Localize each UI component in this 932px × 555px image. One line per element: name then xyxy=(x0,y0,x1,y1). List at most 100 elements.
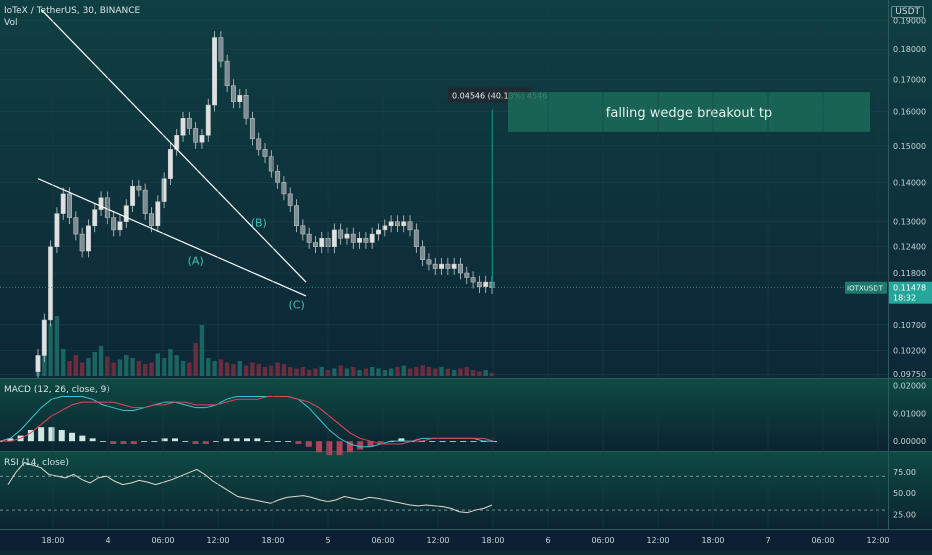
candle-body xyxy=(413,229,419,247)
candle-body xyxy=(357,238,363,243)
candle-body xyxy=(98,197,104,210)
candle-body xyxy=(344,233,350,239)
volume-bar xyxy=(193,343,198,376)
macd-histogram-bar xyxy=(202,441,209,444)
candle-body xyxy=(432,263,438,269)
candle-body xyxy=(136,185,142,191)
time-tick-label: 7 xyxy=(765,536,770,545)
volume-bar xyxy=(382,370,388,376)
macd-histogram-bar xyxy=(244,438,250,442)
volume-bar xyxy=(161,358,167,376)
macd-histogram-bar xyxy=(171,438,178,442)
volume-bar xyxy=(407,368,413,376)
time-tick-label: 18:00 xyxy=(701,536,724,545)
macd-histogram-bar xyxy=(48,427,55,442)
current-price-value: 0.11478 xyxy=(893,284,926,293)
volume-bar xyxy=(433,368,438,376)
volume-bar xyxy=(79,362,85,376)
candle-body xyxy=(85,225,91,252)
time-tick-label: 12:00 xyxy=(646,536,669,545)
candle-body xyxy=(161,178,167,202)
candle-body xyxy=(451,263,457,269)
macd-histogram-bar xyxy=(439,441,446,442)
candle-body xyxy=(111,217,117,231)
currency-badge[interactable]: USDT xyxy=(891,6,924,18)
candle-body xyxy=(382,225,388,231)
volume-bar xyxy=(313,368,318,376)
volume-bar xyxy=(130,358,135,376)
candle-body xyxy=(281,182,287,195)
candle-body xyxy=(394,221,400,227)
macd-histogram-bar xyxy=(233,438,240,442)
macd-histogram-bar xyxy=(285,441,292,442)
candle-body xyxy=(123,205,129,222)
volume-bar xyxy=(212,361,217,376)
macd-histogram-bar xyxy=(213,441,220,442)
volume-bar xyxy=(61,349,66,376)
macd-background xyxy=(0,379,932,451)
price-tick-label: 0.13000 xyxy=(893,218,926,227)
candle-body xyxy=(117,221,123,231)
volume-bar xyxy=(224,362,230,376)
volume-bar xyxy=(357,370,362,376)
candle-body xyxy=(262,149,268,157)
macd-histogram-bar xyxy=(429,441,436,442)
candle-body xyxy=(41,319,47,356)
candle-body xyxy=(287,193,293,206)
candle-body xyxy=(193,128,199,143)
price-tick-label: 0.15000 xyxy=(893,142,926,151)
macd-histogram-bar xyxy=(130,441,137,444)
macd-histogram-bar xyxy=(367,441,374,447)
target-annotation: falling wedge breakout tp xyxy=(606,106,772,121)
volume-bar xyxy=(155,353,161,376)
macd-histogram-bar xyxy=(89,438,96,442)
volume-bar xyxy=(294,368,299,376)
candle-body xyxy=(331,229,337,247)
time-tick-label: 5 xyxy=(325,536,330,545)
candle-body xyxy=(268,156,274,172)
time-tick-label: 06:00 xyxy=(811,536,834,545)
candle-body xyxy=(142,189,148,214)
time-tick-label: 6 xyxy=(545,536,550,545)
candle-body xyxy=(407,221,413,231)
price-tick-label: 0.11800 xyxy=(893,269,926,278)
candle-body xyxy=(350,233,356,243)
candle-body xyxy=(186,118,192,129)
price-tick-label: 0.12400 xyxy=(893,243,926,252)
candle-body xyxy=(60,193,66,214)
volume-bar xyxy=(363,368,369,376)
volume-bar xyxy=(351,367,356,376)
chart-title: IoTeX / TetherUS, 30, BINANCE xyxy=(4,6,141,16)
macd-histogram-bar xyxy=(305,441,312,447)
volume-bar xyxy=(105,356,110,376)
macd-histogram-bar xyxy=(346,441,353,453)
macd-tick-label: 0.01000 xyxy=(893,409,926,418)
symbol-label: IOTXUSDT xyxy=(847,285,884,293)
volume-bar xyxy=(306,370,312,376)
rsi-pane: RSI (14, close) xyxy=(0,458,888,514)
macd-histogram-bar xyxy=(295,441,302,444)
macd-histogram-bar xyxy=(120,441,127,444)
macd-histogram-bar xyxy=(264,441,271,442)
volume-bar xyxy=(458,368,463,376)
price-tick-label: 0.17000 xyxy=(893,75,926,84)
volume-bar xyxy=(48,323,53,376)
volume-bar xyxy=(332,368,337,376)
candle-body xyxy=(155,201,161,227)
candle-body xyxy=(300,225,306,235)
volume-bar xyxy=(281,364,287,376)
macd-histogram-bar xyxy=(192,441,199,444)
volume-bar xyxy=(174,355,179,376)
volume-bar xyxy=(483,370,488,376)
volume-bar xyxy=(67,361,72,376)
volume-bar xyxy=(250,362,255,376)
volume-bar xyxy=(111,362,116,376)
volume-bar xyxy=(54,316,60,376)
signal-line xyxy=(0,396,495,445)
candle-body xyxy=(92,209,98,227)
candle-body xyxy=(54,213,60,247)
target-zone xyxy=(508,92,870,132)
time-tick-label: 18:00 xyxy=(41,536,64,545)
